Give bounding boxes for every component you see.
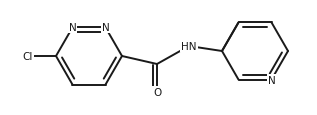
Text: N: N (268, 75, 275, 85)
Text: N: N (102, 23, 109, 33)
Text: HN: HN (181, 42, 197, 52)
Text: O: O (153, 87, 161, 97)
Text: Cl: Cl (23, 52, 33, 61)
Text: N: N (68, 23, 76, 33)
